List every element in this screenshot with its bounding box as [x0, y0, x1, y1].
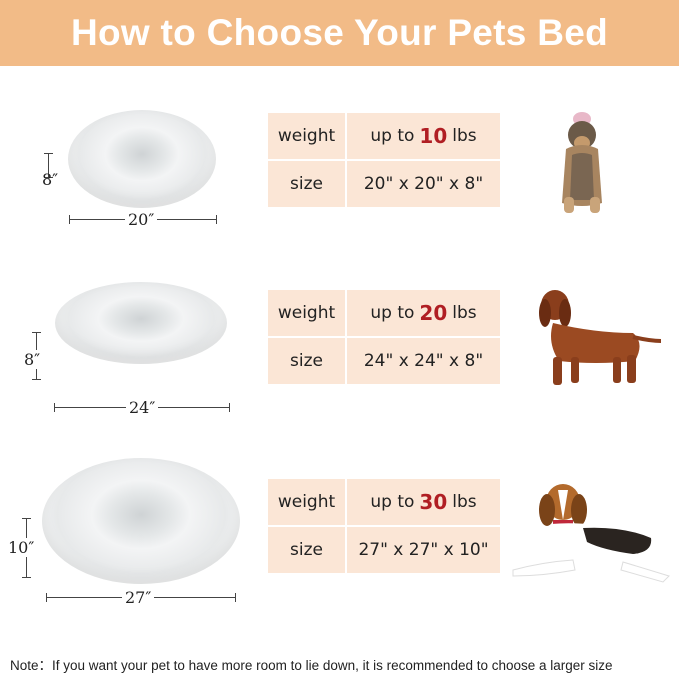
bed-image-small [68, 110, 216, 208]
weight-number: 30 [419, 490, 448, 514]
weight-prefix: up to [370, 303, 415, 323]
weight-prefix: up to [370, 492, 415, 512]
weight-unit: lbs [452, 126, 477, 146]
weight-value: up to 10 lbs [347, 113, 500, 159]
width-dimension: 20″ [125, 210, 158, 229]
size-value: 20" x 20" x 8" [347, 161, 500, 207]
weight-number: 20 [419, 301, 448, 325]
dachshund-image [539, 290, 662, 385]
bed-image-medium [55, 282, 227, 364]
yorkshire-terrier-image [562, 112, 602, 213]
size-label: size [268, 527, 345, 573]
weight-value: up to 30 lbs [347, 479, 500, 525]
weight-label: weight [268, 290, 345, 336]
size-value: 27" x 27" x 10" [347, 527, 500, 573]
height-dimension: 8″ [42, 170, 59, 189]
size-table-large: weight up to 30 lbs size 27" x 27" x 10" [268, 479, 500, 573]
height-dimension-line [44, 153, 53, 178]
size-table-small: weight up to 10 lbs size 20" x 20" x 8" [268, 113, 500, 207]
weight-value: up to 20 lbs [347, 290, 500, 336]
size-table-medium: weight up to 20 lbs size 24" x 24" x 8" [268, 290, 500, 384]
footer-note: Note：If you want your pet to have more r… [10, 658, 613, 673]
size-label: size [268, 161, 345, 207]
width-dimension: 24″ [126, 398, 159, 417]
size-label: size [268, 338, 345, 384]
header-banner: How to Choose Your Pets Bed [0, 0, 679, 66]
weight-unit: lbs [452, 492, 477, 512]
weight-number: 10 [419, 124, 448, 148]
weight-prefix: up to [370, 126, 415, 146]
height-dimension: 10″ [8, 538, 35, 557]
width-dimension: 27″ [122, 588, 155, 607]
page-title: How to Choose Your Pets Bed [70, 12, 609, 53]
weight-label: weight [268, 113, 345, 159]
height-dimension: 8″ [24, 350, 41, 369]
bed-image-large [42, 458, 240, 584]
size-value: 24" x 24" x 8" [347, 338, 500, 384]
weight-unit: lbs [452, 303, 477, 323]
beagle-image [512, 484, 670, 583]
weight-label: weight [268, 479, 345, 525]
